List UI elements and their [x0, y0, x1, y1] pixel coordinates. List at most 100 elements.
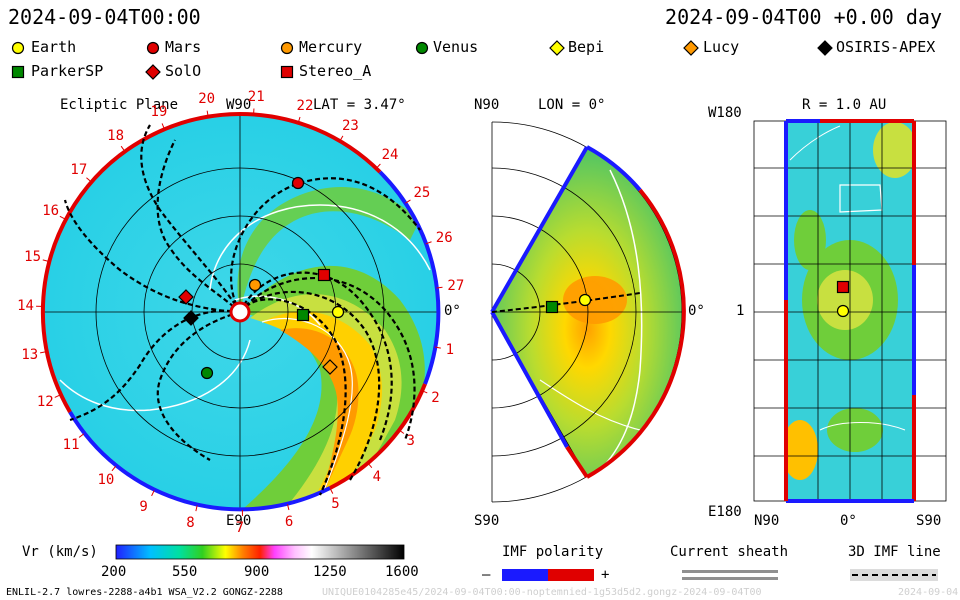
- colorbar-title: Vr (km/s): [22, 544, 98, 560]
- legend-stereo-a: Stereo_A: [299, 62, 372, 80]
- imf-plus-label: +: [601, 567, 610, 583]
- ecliptic-right-label: 0°: [444, 303, 461, 319]
- sphere-bottom-left-label: E180: [708, 504, 742, 520]
- sphere-r-label: R = 1.0 AU: [802, 97, 887, 113]
- carrington-tick-14: 14: [17, 297, 34, 314]
- colorbar-tick-900: 900: [244, 564, 270, 580]
- legend-bepi: Bepi: [568, 38, 605, 56]
- carrington-tickmark-5: [329, 488, 334, 494]
- meridional-right-label: 0°: [688, 303, 705, 319]
- sphere-marker-stereo-a: [836, 280, 850, 294]
- ecliptic-marker-solo: [178, 289, 194, 305]
- carrington-tick-12: 12: [36, 394, 54, 411]
- sphere-top-left-label: W180: [708, 105, 742, 121]
- legend-osiris-apex: OSIRIS-APEX: [836, 38, 936, 56]
- legend-venus: Venus: [433, 38, 479, 56]
- sphere-bottom-label-s90: S90: [916, 513, 942, 529]
- carrington-tickmark-19: [161, 123, 165, 130]
- legend-marker-mercury: [280, 41, 294, 55]
- carrington-tick-15: 15: [24, 248, 42, 265]
- colorbar-tick-1250: 1250: [313, 564, 347, 580]
- carrington-tickmark-10: [111, 465, 117, 472]
- ecliptic-bottom-label: E90: [226, 513, 252, 529]
- carrington-tick-10: 10: [97, 472, 115, 489]
- velocity-colorbar: [115, 544, 405, 560]
- carrington-tickmark-4: [367, 462, 373, 469]
- carrington-tickmark-26: [425, 241, 432, 245]
- ecliptic-marker-parkersp: [296, 308, 310, 322]
- imf-polarity-title: IMF polarity: [502, 544, 604, 560]
- footer-stamp: 2024-09-04: [898, 587, 959, 598]
- legend-solo: SolO: [165, 62, 202, 80]
- carrington-tickmark-6: [287, 504, 290, 511]
- carrington-tickmark-11: [78, 433, 85, 438]
- footer-model: ENLIL-2.7 lowres-2288-a4b1 WSA_V2.2 GONG…: [6, 587, 283, 598]
- carrington-tick-25: 25: [413, 185, 431, 202]
- ecliptic-marker-stereo-a: [317, 268, 331, 282]
- carrington-tick-9: 9: [139, 498, 148, 515]
- ecliptic-title: Ecliptic Plane: [60, 97, 179, 113]
- carrington-tickmark-27: [436, 286, 443, 289]
- carrington-tick-8: 8: [186, 514, 195, 531]
- carrington-tickmark-17: [86, 177, 92, 183]
- carrington-tick-1: 1: [445, 342, 455, 359]
- legend-marker-mars: [146, 41, 160, 55]
- carrington-tickmark-13: [40, 351, 47, 354]
- sphere-bottom-label-n90: N90: [754, 513, 780, 529]
- legend-marker-venus: [415, 41, 429, 55]
- legend-earth: Earth: [31, 38, 77, 56]
- ecliptic-marker-lucy: [322, 359, 338, 375]
- footer-run-id: UNIQUE0104285e45/2024-09-04T00:00-noptem…: [322, 587, 762, 598]
- carrington-tickmark-16: [59, 215, 66, 220]
- carrington-tick-18: 18: [107, 128, 124, 145]
- legend-marker-osiris-apex: [817, 40, 833, 56]
- legend-marker-solo: [145, 64, 161, 80]
- carrington-tick-2: 2: [431, 389, 440, 406]
- legend-marker-parkersp: [11, 65, 25, 79]
- ecliptic-marker-mars: [291, 176, 305, 190]
- carrington-tickmark-20: [206, 110, 209, 117]
- legend-mercury: Mercury: [299, 38, 363, 56]
- ecliptic-plane-panel: [40, 112, 441, 512]
- imf-positive-bar: [548, 569, 594, 581]
- legend-mars: Mars: [165, 38, 202, 56]
- carrington-tick-4: 4: [372, 468, 381, 485]
- meridional-marker-parkersp: [545, 300, 559, 314]
- sphere-panel: [753, 119, 947, 503]
- carrington-tick-21: 21: [247, 88, 265, 105]
- carrington-tickmark-24: [375, 163, 381, 169]
- carrington-tick-26: 26: [435, 229, 453, 246]
- meridional-lon-label: LON = 0°: [538, 97, 606, 113]
- imf-line-title: 3D IMF line: [848, 544, 941, 560]
- carrington-tickmark-22: [297, 116, 301, 123]
- ecliptic-marker-mercury: [248, 278, 262, 292]
- imf-line-swatch: [850, 569, 938, 581]
- carrington-tickmark-2: [421, 390, 428, 394]
- header-datetime-left: 2024-09-04T00:00: [8, 5, 201, 29]
- imf-negative-bar: [502, 569, 548, 581]
- imf-minus-label: –: [482, 567, 491, 583]
- legend-marker-lucy: [683, 40, 699, 56]
- legend-marker-earth: [11, 41, 25, 55]
- legend-marker-bepi: [549, 40, 565, 56]
- carrington-tick-3: 3: [406, 432, 415, 449]
- carrington-tick-19: 19: [150, 104, 168, 121]
- carrington-tick-13: 13: [21, 347, 39, 364]
- sphere-marker-earth: [836, 304, 850, 318]
- carrington-tickmark-18: [120, 145, 126, 152]
- carrington-tick-6: 6: [284, 513, 294, 530]
- ecliptic-marker-venus: [200, 366, 214, 380]
- carrington-tick-20: 20: [198, 90, 216, 107]
- colorbar-tick-1600: 1600: [385, 564, 419, 580]
- carrington-tickmark-8: [195, 505, 198, 512]
- carrington-tick-7: 7: [235, 519, 245, 536]
- carrington-tickmark-25: [405, 199, 411, 204]
- carrington-tick-23: 23: [341, 117, 359, 134]
- ecliptic-lat-label: LAT = 3.47°: [313, 97, 406, 113]
- legend-parkersp: ParkerSP: [31, 62, 104, 80]
- sphere-bottom-label-0: 0°: [840, 513, 857, 529]
- legend-lucy: Lucy: [703, 38, 740, 56]
- ecliptic-marker-osiris-apex: [183, 310, 199, 326]
